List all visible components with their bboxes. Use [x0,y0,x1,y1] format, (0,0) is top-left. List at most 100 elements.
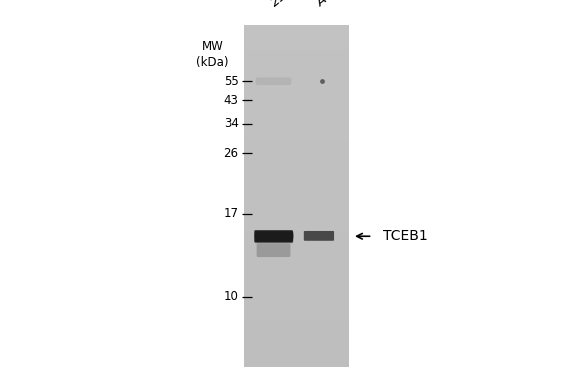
Bar [244,70,349,74]
Bar [244,328,349,333]
Bar [244,110,349,115]
Bar [244,199,349,203]
Bar [244,104,349,108]
Bar [244,212,349,217]
Bar [244,209,349,214]
Bar [244,229,349,234]
Bar [244,117,349,122]
Bar [244,308,349,312]
Bar [244,141,349,146]
Bar [244,158,349,163]
Bar [244,46,349,50]
Bar [244,263,349,268]
Bar [244,100,349,105]
Bar [244,63,349,67]
Bar [244,314,349,319]
Bar [244,280,349,285]
Text: 43: 43 [223,94,239,107]
Bar [244,148,349,152]
Text: 17: 17 [223,207,239,220]
Text: MW
(kDa): MW (kDa) [196,40,229,69]
Bar [244,127,349,132]
Bar [244,352,349,356]
FancyBboxPatch shape [257,243,290,257]
Text: 10: 10 [223,290,239,303]
Bar [244,134,349,139]
Bar [244,195,349,200]
Bar [244,243,349,248]
Bar [244,202,349,207]
Bar [244,260,349,265]
Bar [244,80,349,84]
Bar [244,138,349,142]
Bar [244,168,349,173]
Bar [244,206,349,210]
Bar [244,342,349,346]
Bar [244,335,349,339]
Bar [244,345,349,350]
Bar [244,107,349,112]
Bar [244,270,349,275]
Bar [244,311,349,316]
FancyBboxPatch shape [304,231,334,241]
Bar [244,144,349,149]
Bar [244,253,349,258]
Bar [244,53,349,57]
Bar [244,29,349,33]
Text: 55: 55 [224,75,239,88]
Bar [244,219,349,224]
Bar [244,114,349,118]
Text: TCEB1: TCEB1 [383,229,428,243]
Bar [244,189,349,193]
Text: 26: 26 [223,147,239,160]
Bar [244,291,349,295]
Bar [244,250,349,254]
Text: A431: A431 [315,0,349,9]
Bar [244,93,349,98]
Bar [244,304,349,309]
Bar [244,277,349,282]
Bar [244,332,349,336]
FancyBboxPatch shape [254,230,293,242]
Bar [244,97,349,101]
Bar [244,155,349,159]
Bar [244,355,349,360]
Bar [244,161,349,166]
Bar [244,223,349,227]
Bar [244,359,349,363]
Bar [244,131,349,135]
Bar [244,165,349,169]
Bar [244,121,349,125]
Bar [244,233,349,237]
Bar [244,32,349,37]
Bar [244,294,349,299]
Bar [244,284,349,288]
Bar [244,257,349,261]
Bar [244,325,349,329]
Bar [244,172,349,176]
Bar [244,151,349,156]
Bar [244,226,349,231]
Bar [244,318,349,322]
Bar [244,56,349,60]
Bar [244,192,349,197]
Bar [244,90,349,94]
Bar [244,362,349,367]
Bar [244,175,349,180]
Bar [244,87,349,91]
Bar [244,42,349,47]
Bar [244,338,349,343]
Bar [244,49,349,54]
Bar [244,185,349,190]
Bar [244,178,349,183]
Bar [244,274,349,278]
Bar [244,297,349,302]
Bar [244,36,349,40]
Bar [244,246,349,251]
Bar [244,39,349,43]
Bar [244,287,349,292]
Bar [244,236,349,241]
Bar [244,216,349,220]
Text: 34: 34 [223,118,239,130]
Bar [244,321,349,326]
